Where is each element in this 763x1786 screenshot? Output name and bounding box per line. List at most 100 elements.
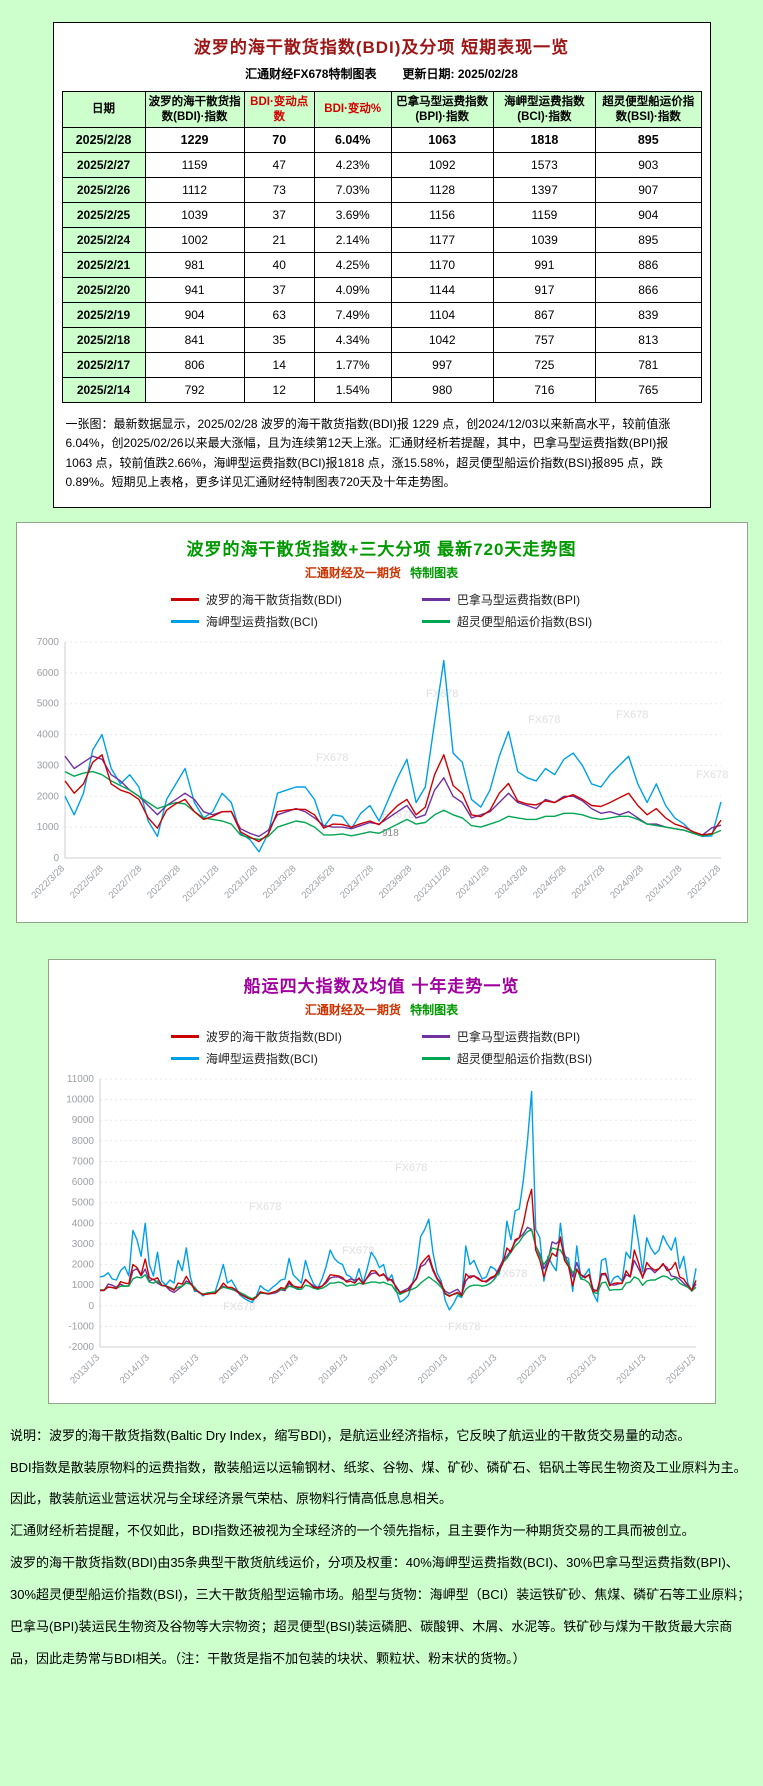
legend-label: 超灵便型船运价指数(BSI): [456, 1051, 593, 1066]
table-row: 2025/2/20 941 37 4.09% 1144 917 866: [61, 277, 702, 303]
column-header: 波罗的海干散货指数(BDI)·指数: [144, 91, 245, 128]
value-cell: 991: [492, 252, 597, 278]
svg-text:2022/7/28: 2022/7/28: [106, 863, 144, 901]
svg-text:0: 0: [53, 853, 59, 864]
svg-text:2022/1/3: 2022/1/3: [515, 1352, 549, 1386]
svg-text:2024/5/28: 2024/5/28: [531, 863, 569, 901]
value-cell: 1170: [390, 252, 494, 278]
svg-text:FX678: FX678: [316, 752, 348, 764]
date-cell: 2025/2/18: [61, 327, 146, 353]
svg-text:FX678: FX678: [342, 1245, 374, 1257]
footer-note-line: BDI指数是散装原物料的运费指数，散装船运以运输钢材、纸浆、谷物、煤、矿砂、磷矿…: [10, 1459, 747, 1475]
value-cell: 1128: [390, 177, 494, 203]
table-subtitle: 汇通财经FX678特制图表 更新日期: 2025/02/28: [62, 65, 702, 82]
legend-item: 超灵便型船运价指数(BSI): [421, 1050, 593, 1067]
svg-text:2016/1/3: 2016/1/3: [217, 1352, 251, 1386]
svg-text:2024/11/28: 2024/11/28: [643, 863, 684, 904]
svg-text:2019/1/3: 2019/1/3: [366, 1352, 400, 1386]
chart-10y-legend: 波罗的海干散货指数(BDI) 巴拿马型运费指数(BPI) 海岬型运费指数(BCI) 超…: [49, 1028, 715, 1067]
value-cell: 1092: [390, 152, 494, 178]
svg-text:2025/1/3: 2025/1/3: [664, 1352, 698, 1386]
svg-text:FX678: FX678: [696, 769, 728, 781]
short-term-table-card: 波罗的海干散货指数(BDI)及分项 短期表现一览 汇通财经FX678特制图表 更新…: [52, 22, 711, 508]
footer-note-line: 因此，散装航运业营运状况与全球经济景气荣枯、原物料行情高低息息相关。: [10, 1491, 453, 1507]
value-cell: 1177: [390, 227, 494, 253]
svg-text:2023/3/28: 2023/3/28: [260, 863, 298, 901]
legend-label: 海岬型运费指数(BCI): [205, 614, 318, 629]
chart-720-title: 波罗的海干散货指数+三大分项 最新720天走势图: [186, 539, 577, 559]
svg-text:0: 0: [88, 1301, 94, 1312]
svg-text:FX678: FX678: [426, 688, 458, 700]
date-cell: 2025/2/14: [61, 377, 146, 403]
table-row: 2025/2/25 1039 37 3.69% 1156 1159 904: [61, 202, 702, 228]
watermarks: FX678 FX678 FX678 FX678 FX678 FX678: [223, 1162, 527, 1333]
column-header: 超灵便型船运价指数(BSI)·指数: [595, 91, 702, 128]
table-row: 2025/2/27 1159 47 4.23% 1092 1573 903: [61, 152, 702, 178]
svg-text:2024/1/28: 2024/1/28: [453, 863, 491, 901]
svg-text:FX678: FX678: [528, 714, 560, 726]
svg-text:10000: 10000: [66, 1094, 94, 1105]
svg-text:4000: 4000: [36, 729, 59, 740]
value-cell: 1156: [390, 202, 494, 228]
svg-text:8000: 8000: [71, 1136, 94, 1147]
value-cell: 63: [243, 302, 315, 328]
value-cell: 6.04%: [313, 127, 392, 153]
value-cell: 806: [144, 352, 245, 378]
chart-720-card: 波罗的海干散货指数+三大分项 最新720天走势图 汇通财经及一期货 特制图表 波…: [15, 521, 748, 923]
svg-text:6000: 6000: [71, 1177, 94, 1188]
y-grid: [64, 641, 721, 859]
date-cell: 2025/2/27: [61, 152, 146, 178]
svg-text:FX678: FX678: [448, 1321, 480, 1333]
svg-text:3000: 3000: [71, 1239, 94, 1250]
column-header: 日期: [61, 91, 146, 128]
svg-text:2023/9/28: 2023/9/28: [376, 863, 414, 901]
value-cell: 1573: [492, 152, 597, 178]
series-lines: [99, 1090, 697, 1311]
y-axis-labels: -2000 -1000 0 1000 2000 3000 4000 5000 6000 7000 8…: [66, 1074, 94, 1353]
value-cell: 1144: [390, 277, 494, 303]
table-row: 2025/2/21 981 40 4.25% 1170 991 886: [61, 252, 702, 278]
value-cell: 35: [243, 327, 315, 353]
svg-text:2020/1/3: 2020/1/3: [415, 1352, 449, 1386]
value-cell: 981: [144, 252, 245, 278]
legend-item: 海岬型运费指数(BCI): [170, 1050, 342, 1067]
value-cell: 4.09%: [313, 277, 392, 303]
value-cell: 70: [243, 127, 315, 153]
x-axis-labels: 2022/3/28 2022/5/28 2022/7/28 2022/9/282022…: [29, 863, 723, 904]
legend-label: 波罗的海干散货指数(BDI): [205, 1029, 342, 1044]
x-axis-labels: 2013/1/3 2014/1/3 2015/1/3 2016/1/3 2017/1/3…: [68, 1352, 698, 1386]
annotation-label: 918: [382, 828, 399, 839]
value-cell: 792: [144, 377, 245, 403]
value-cell: 980: [390, 377, 494, 403]
value-cell: 725: [492, 352, 597, 378]
trend-chart-10y: -2000 -1000 0 1000 2000 3000 4000 5000 6000 7000 8…: [66, 1074, 698, 1386]
chart-720-subtitle: 汇通财经及一期货 特制图表: [17, 564, 747, 581]
value-cell: 7.49%: [313, 302, 392, 328]
svg-text:2024/3/28: 2024/3/28: [492, 863, 530, 901]
value-cell: 867: [492, 302, 597, 328]
svg-text:-2000: -2000: [68, 1342, 94, 1353]
table-row: 2025/2/24 1002 21 2.14% 1177 1039 895: [61, 227, 702, 253]
legend-line-swatch: [170, 1056, 199, 1060]
legend-label: 巴拿马型运费指数(BPI): [456, 592, 581, 607]
legend-item: 巴拿马型运费指数(BPI): [421, 1028, 592, 1045]
value-cell: 73: [243, 177, 315, 203]
date-cell: 2025/2/19: [61, 302, 146, 328]
footer-note-line: 波罗的海干散货指数(BDI)由35条典型干散货航线运价，分项及权重：40%海岬型…: [10, 1555, 751, 1666]
value-cell: 1039: [144, 202, 245, 228]
legend-line-swatch: [421, 619, 450, 623]
value-cell: 895: [595, 127, 702, 153]
series-line: [99, 1188, 697, 1301]
value-cell: 12: [243, 377, 315, 403]
svg-text:2022/11/28: 2022/11/28: [180, 863, 221, 904]
table-title: 波罗的海干散货指数(BDI)及分项 短期表现一览: [193, 38, 570, 57]
svg-text:2022/3/28: 2022/3/28: [29, 863, 67, 901]
update-date-label: 更新日期: 2025/02/28: [402, 67, 518, 81]
legend-item: 波罗的海干散货指数(BDI): [170, 1028, 342, 1045]
legend-item: 海岬型运费指数(BCI): [170, 613, 342, 630]
svg-text:FX678: FX678: [249, 1201, 281, 1213]
svg-text:2017/1/3: 2017/1/3: [266, 1352, 300, 1386]
legend-label: 超灵便型船运价指数(BSI): [456, 614, 593, 629]
value-cell: 3.69%: [313, 202, 392, 228]
svg-text:2025/1/28: 2025/1/28: [685, 863, 723, 901]
